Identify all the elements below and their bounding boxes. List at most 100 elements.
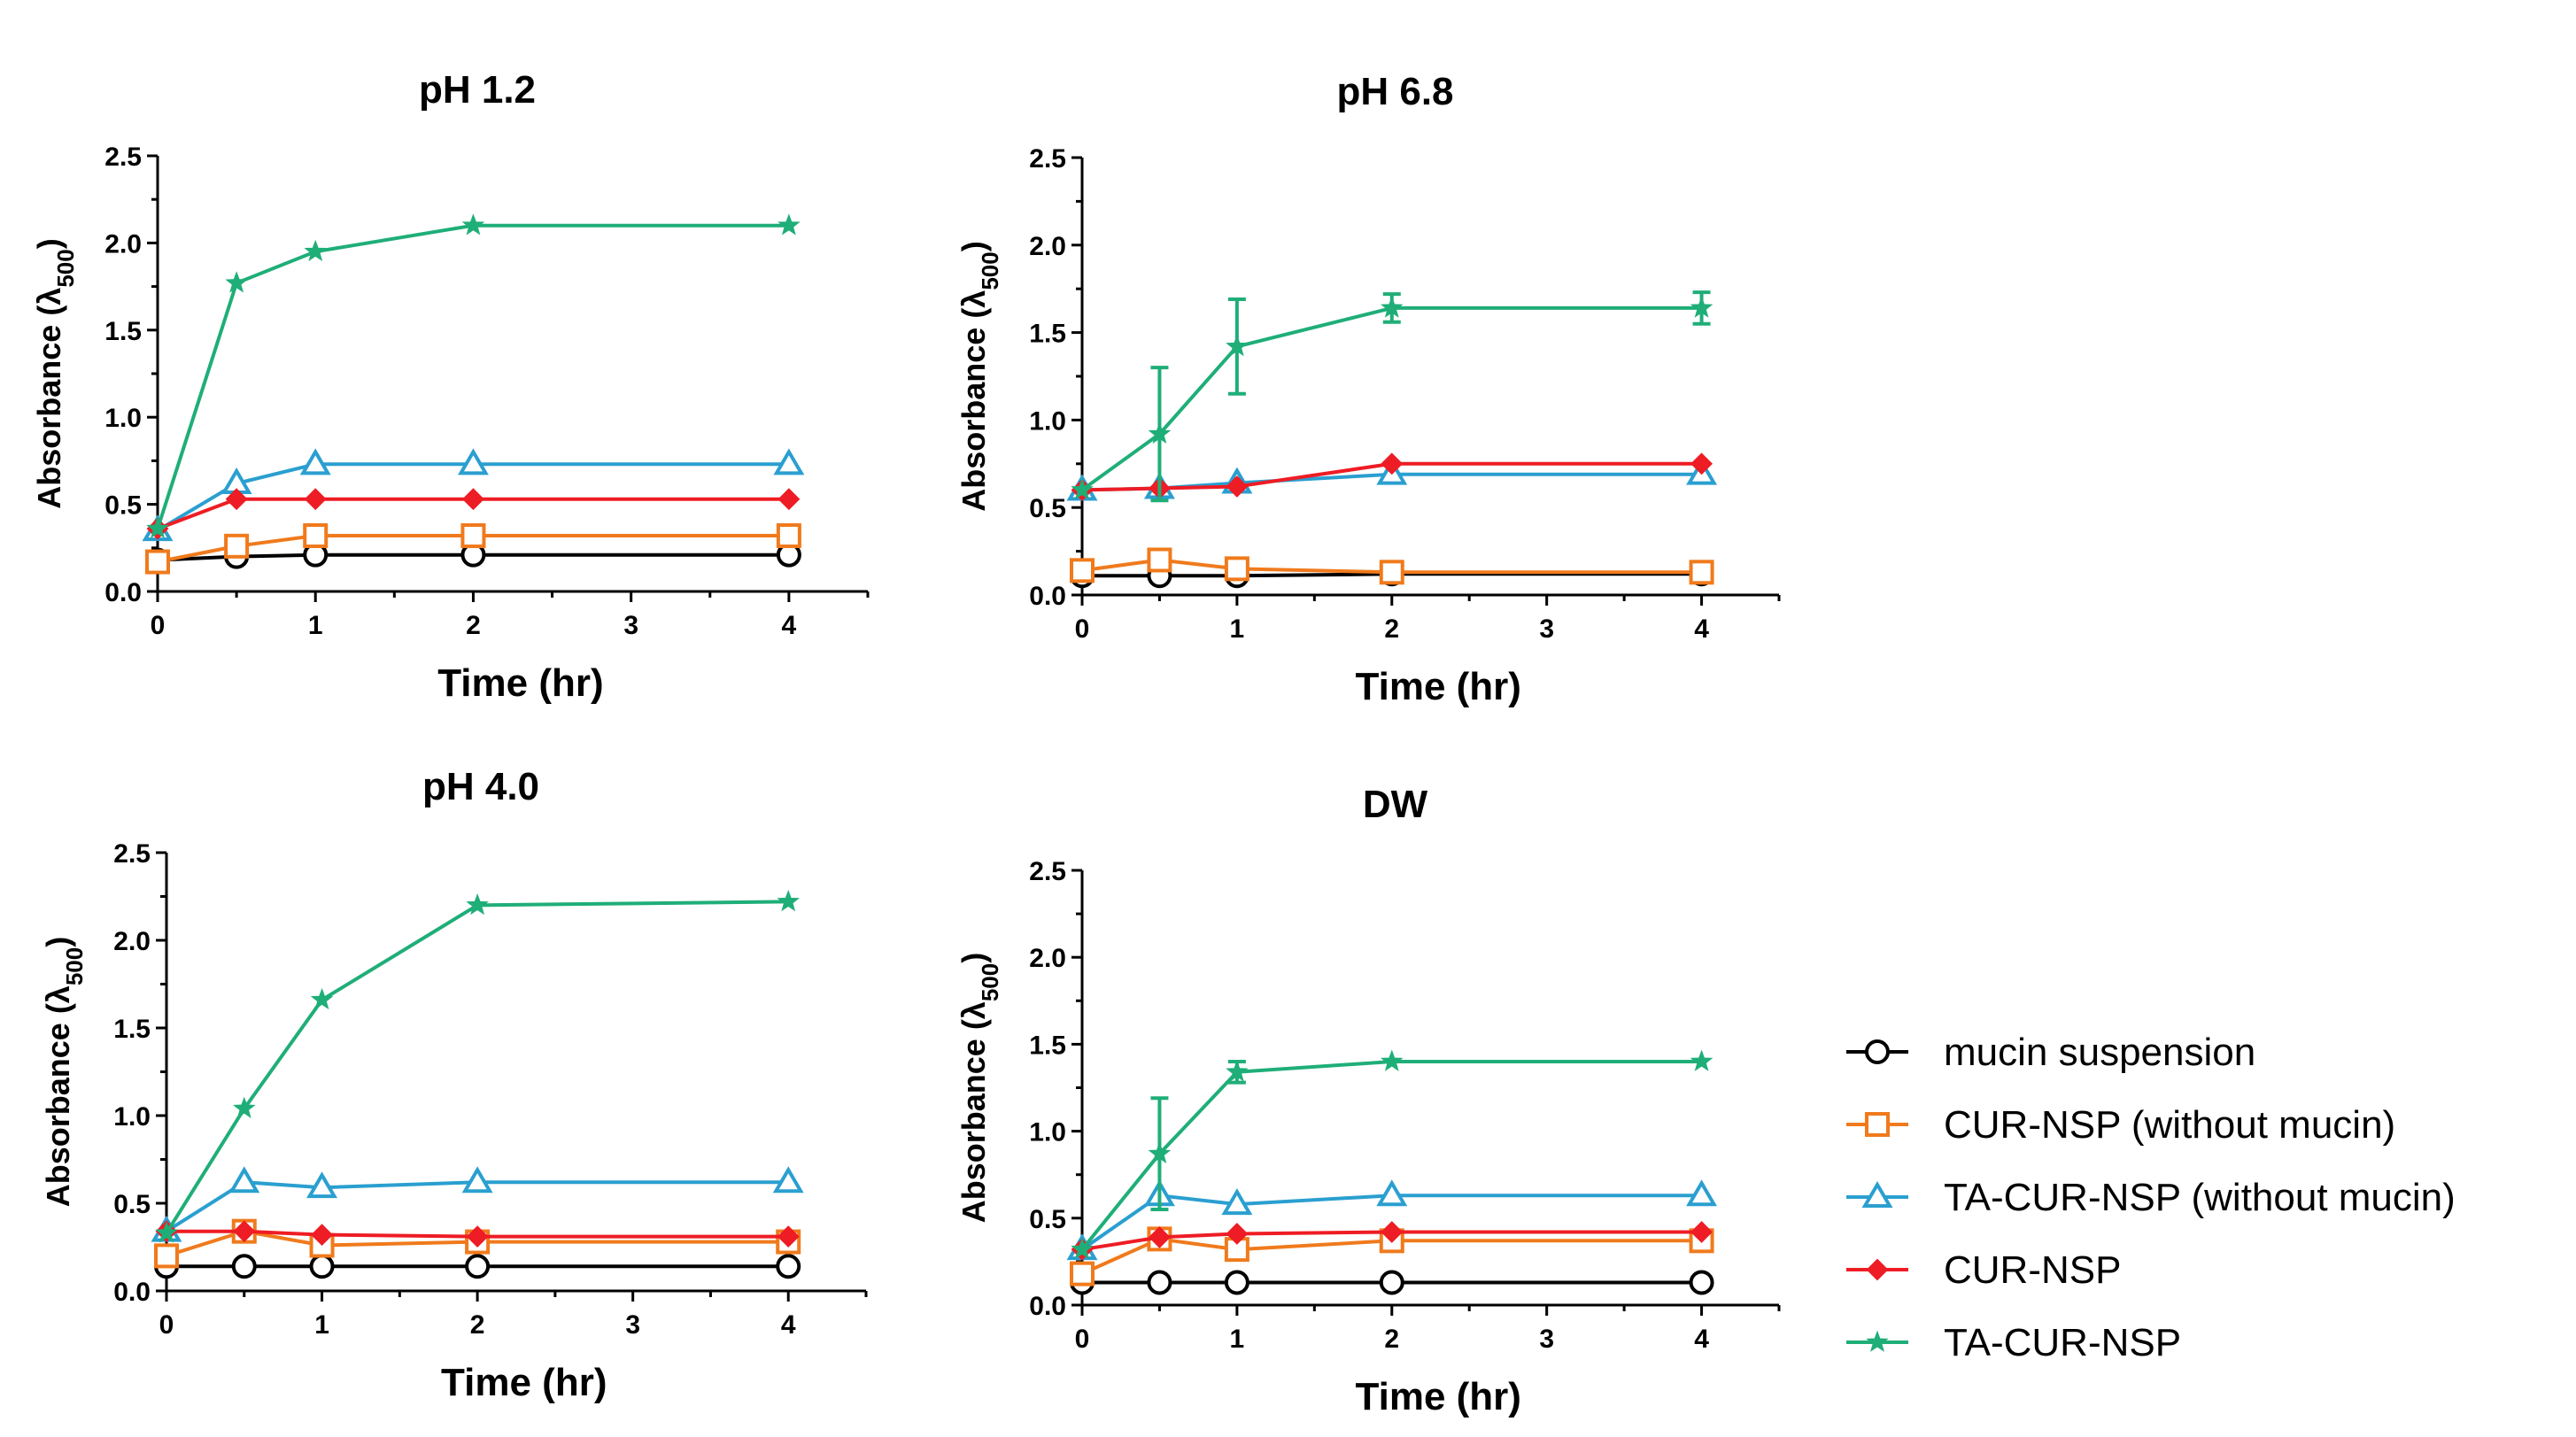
data-point — [777, 889, 800, 912]
data-point — [1226, 334, 1249, 357]
data-point — [1381, 1221, 1404, 1243]
chart-title: DW — [1363, 783, 1428, 826]
data-point — [1221, 1188, 1253, 1216]
chart-title: pH 6.8 — [1336, 70, 1453, 113]
x-tick-label: 4 — [1694, 614, 1709, 644]
data-point — [1147, 547, 1172, 573]
data-point — [310, 987, 334, 1010]
chart-panels: pH 1.2 0.0 0.5 1.0 1.5 2.0 2.5 0 1 2 3 4 Time (hr) Ab… — [31, 68, 1781, 1418]
y-tick-label: 2.5 — [113, 839, 151, 869]
data-point — [1148, 421, 1172, 444]
legend-label: CUR-NSP — [1944, 1248, 2121, 1292]
legend-entry-ta-cur-nsp-without-mucin: TA-CUR-NSP (without mucin) — [1846, 1176, 2456, 1219]
data-point — [1690, 452, 1713, 475]
series-mucin-suspension — [154, 1254, 801, 1279]
legend-label: CUR-NSP (without mucin) — [1944, 1103, 2395, 1147]
data-point — [466, 1225, 489, 1248]
data-point — [224, 533, 250, 559]
y-axis-label-close: ) — [31, 238, 67, 249]
data-point — [228, 1166, 260, 1194]
data-point — [1690, 296, 1713, 318]
legend-label: mucin suspension — [1944, 1031, 2255, 1074]
series-ta-cur-nsp — [146, 213, 801, 539]
data-point — [777, 1225, 800, 1248]
x-tick-label: 1 — [1230, 1325, 1245, 1354]
y-tick-label: 0.5 — [104, 491, 142, 521]
x-tick-label: 4 — [781, 1310, 796, 1340]
chart-panel-ph-1-2: pH 1.2 0.0 0.5 1.0 1.5 2.0 2.5 0 1 2 3 4 Time (hr) Ab… — [31, 68, 870, 705]
y-axis-label-subscript: 500 — [977, 251, 1003, 290]
y-tick-label: 1.5 — [113, 1015, 151, 1044]
legend-entry-mucin-suspension: mucin suspension — [1846, 1031, 2255, 1074]
y-tick-label: 2.0 — [104, 229, 142, 259]
y-axis-label-main: Absorbance (λ — [955, 290, 992, 512]
y-axis-label-subscript: 500 — [52, 249, 79, 287]
legend-label: TA-CUR-NSP (without mucin) — [1944, 1176, 2456, 1219]
x-tick-label: 0 — [1075, 1325, 1090, 1354]
legend-label: TA-CUR-NSP — [1944, 1321, 2181, 1364]
legend-entry-cur-nsp: CUR-NSP — [1846, 1248, 2121, 1292]
data-point — [304, 488, 327, 511]
legend-marker — [1866, 1258, 1889, 1281]
data-point — [1224, 556, 1249, 582]
y-axis-label-subscript: 500 — [977, 963, 1003, 1001]
x-tick-label: 1 — [314, 1310, 329, 1340]
x-tick-label: 3 — [625, 1310, 640, 1340]
x-tick-label: 3 — [623, 611, 638, 640]
data-point — [1689, 560, 1714, 585]
data-point — [309, 1254, 335, 1279]
data-point — [776, 1254, 801, 1279]
y-axis-label: Absorbance (λ500) — [40, 937, 88, 1207]
data-point — [1226, 1223, 1249, 1245]
x-tick-label: 3 — [1539, 614, 1554, 644]
data-point — [1071, 477, 1094, 500]
x-tick-label: 4 — [782, 611, 797, 640]
series-cur-nsp — [155, 1220, 800, 1248]
chart-panel-ph-6-8: pH 6.8 0.0 0.5 1.0 1.5 2.0 2.5 0 1 2 3 4 Time (hr) Ab… — [955, 70, 1781, 708]
data-point — [1381, 452, 1404, 475]
data-point — [1689, 1270, 1714, 1295]
y-axis-label-close: ) — [955, 241, 992, 251]
data-point — [462, 488, 484, 511]
data-point — [461, 1166, 493, 1194]
y-tick-label: 2.0 — [1029, 232, 1066, 261]
data-point — [460, 523, 486, 549]
y-axis-label-main: Absorbance (λ — [955, 1001, 992, 1223]
data-point — [225, 271, 248, 293]
data-point — [146, 516, 169, 539]
series-line — [156, 223, 789, 529]
y-tick-label: 1.5 — [104, 317, 142, 346]
data-point — [155, 1221, 178, 1243]
y-tick-label: 2.5 — [1029, 144, 1066, 174]
data-point — [1379, 560, 1404, 585]
y-axis-label: Absorbance (λ500) — [955, 241, 1003, 511]
x-axis-label: Time (hr) — [1356, 1375, 1521, 1418]
y-tick-label: 2.5 — [1029, 857, 1066, 886]
data-point — [1148, 1141, 1172, 1163]
chart-title: pH 4.0 — [422, 765, 539, 808]
series-ta-cur-nsp — [155, 889, 800, 1243]
legend-marker — [1865, 1039, 1890, 1064]
series-ta-cur-nsp — [1071, 1049, 1713, 1260]
data-point — [1376, 1179, 1408, 1207]
data-point — [1690, 1221, 1713, 1243]
x-tick-label: 3 — [1539, 1325, 1554, 1354]
chart-panel-dw: DW 0.0 0.5 1.0 1.5 2.0 2.5 0 1 2 3 4 Time (hr) Absorb… — [955, 783, 1781, 1418]
x-tick-label: 2 — [1384, 1325, 1399, 1354]
y-tick-label: 2.0 — [1029, 944, 1066, 973]
y-tick-label: 0.0 — [1029, 1292, 1066, 1321]
x-tick-label: 4 — [1694, 1325, 1709, 1354]
data-point — [1690, 1049, 1713, 1071]
data-point — [457, 448, 489, 475]
x-tick-label: 0 — [1075, 614, 1090, 644]
y-tick-label: 0.0 — [104, 578, 142, 607]
data-point — [777, 488, 801, 511]
x-tick-label: 1 — [1230, 614, 1245, 644]
y-tick-label: 1.0 — [104, 404, 142, 433]
chart-title: pH 1.2 — [419, 68, 536, 112]
data-point — [1070, 1261, 1095, 1286]
x-axis-label: Time (hr) — [441, 1361, 607, 1404]
data-point — [466, 892, 489, 916]
y-axis-label-close: ) — [40, 937, 76, 947]
y-tick-label: 2.5 — [104, 143, 142, 172]
